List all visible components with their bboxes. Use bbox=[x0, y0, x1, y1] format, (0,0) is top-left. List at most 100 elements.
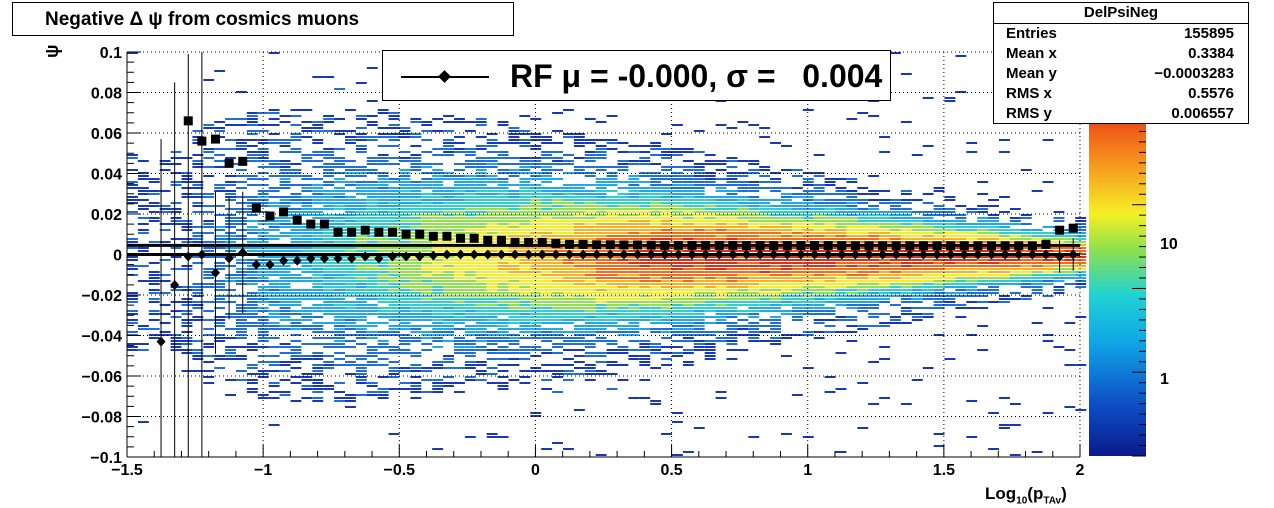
rms-point bbox=[578, 239, 588, 249]
stats-label: Mean y bbox=[1006, 65, 1057, 82]
rms-point bbox=[755, 241, 765, 251]
rms-point bbox=[292, 215, 302, 225]
stats-name: DelPsiNeg bbox=[994, 3, 1248, 24]
y-tick-label: 0.02 bbox=[91, 207, 122, 224]
x-axis-label: Log10(pTAv) bbox=[985, 484, 1067, 507]
y-axis-label: ψ bbox=[42, 44, 62, 58]
mean-point bbox=[959, 249, 969, 260]
rms-point bbox=[864, 241, 874, 251]
rms-point bbox=[701, 240, 711, 250]
mean-point bbox=[1055, 251, 1065, 262]
rms-point bbox=[796, 241, 806, 251]
mean-point bbox=[850, 249, 860, 260]
x-tick-label: −1.5 bbox=[111, 462, 143, 479]
rms-point bbox=[905, 241, 915, 251]
mean-point bbox=[551, 249, 561, 260]
mean-point bbox=[633, 249, 643, 260]
mean-point bbox=[728, 249, 738, 260]
rms-point bbox=[918, 241, 928, 251]
rms-point bbox=[782, 241, 792, 251]
x-tick-label: 1 bbox=[803, 462, 812, 479]
stats-label: RMS x bbox=[1006, 85, 1052, 102]
mean-point bbox=[619, 249, 629, 260]
mean-point bbox=[918, 249, 928, 260]
x-tick-label: 2 bbox=[1076, 462, 1085, 479]
rms-point bbox=[238, 156, 248, 166]
color-scale-label: 1 bbox=[1160, 371, 1169, 388]
mean-point bbox=[564, 249, 574, 260]
y-tick-label: −0.02 bbox=[82, 288, 123, 305]
mean-point bbox=[428, 250, 438, 261]
rms-point bbox=[619, 240, 629, 250]
rms-point bbox=[564, 239, 574, 249]
rms-point bbox=[1055, 225, 1065, 235]
mean-point bbox=[238, 247, 248, 258]
rms-point bbox=[1027, 241, 1037, 251]
legend-diamond-marker bbox=[438, 70, 451, 83]
stats-value: −0.0003283 bbox=[1154, 65, 1234, 82]
rms-point bbox=[360, 225, 370, 235]
rms-point bbox=[415, 229, 425, 239]
stats-value: 155895 bbox=[1183, 25, 1234, 42]
mean-point bbox=[1041, 249, 1051, 260]
plot-title: Negative Δ ψ from cosmics muons bbox=[12, 2, 514, 36]
mean-point bbox=[469, 249, 479, 260]
rms-point bbox=[837, 241, 847, 251]
stats-label: Entries bbox=[1006, 25, 1057, 42]
mean-point bbox=[292, 255, 302, 266]
stats-value: 0.3384 bbox=[1188, 45, 1234, 62]
mean-point bbox=[864, 249, 874, 260]
mean-point bbox=[687, 249, 697, 260]
rms-point bbox=[374, 227, 384, 237]
mean-point bbox=[183, 251, 193, 262]
stats-row-mean-x: Mean x 0.3384 bbox=[994, 44, 1248, 64]
rms-point bbox=[891, 241, 901, 251]
rms-point bbox=[183, 116, 193, 126]
rms-point bbox=[333, 227, 343, 237]
mean-point bbox=[251, 259, 261, 270]
mean-point bbox=[1068, 249, 1078, 260]
color-scale-label: 10 bbox=[1160, 236, 1178, 253]
legend-text: RF μ = -0.000, σ = 0.004 bbox=[510, 58, 883, 94]
mean-point bbox=[823, 249, 833, 260]
rms-point bbox=[728, 240, 738, 250]
x-tick-label: −0.5 bbox=[383, 462, 415, 479]
rms-point bbox=[959, 241, 969, 251]
stats-row-entries: Entries 155895 bbox=[994, 24, 1248, 44]
stats-value: 0.5576 bbox=[1188, 85, 1234, 102]
mean-point bbox=[333, 253, 343, 264]
x-tick-label: 0.5 bbox=[660, 462, 682, 479]
rms-point bbox=[823, 241, 833, 251]
heatmap-cells bbox=[127, 52, 1087, 456]
mean-point bbox=[946, 249, 956, 260]
mean-point bbox=[483, 249, 493, 260]
mean-point bbox=[456, 249, 466, 260]
y-tick-label: 0.04 bbox=[91, 167, 122, 184]
mean-point bbox=[837, 249, 847, 260]
profile-marks bbox=[127, 52, 1080, 457]
mean-point bbox=[891, 249, 901, 260]
rms-point bbox=[810, 241, 820, 251]
mean-point bbox=[660, 249, 670, 260]
mean-point bbox=[510, 249, 520, 260]
color-scale-bar bbox=[1089, 100, 1146, 456]
rms-point bbox=[1068, 223, 1078, 233]
rms-point bbox=[551, 238, 561, 248]
rms-point bbox=[496, 235, 506, 245]
mean-point bbox=[279, 255, 289, 266]
mean-point bbox=[932, 249, 942, 260]
y-tick-label: 0.1 bbox=[100, 45, 122, 62]
rms-point bbox=[946, 241, 956, 251]
stats-box: DelPsiNeg Entries 155895 Mean x 0.3384 Mea… bbox=[993, 2, 1249, 124]
rms-point bbox=[428, 231, 438, 241]
rms-point bbox=[932, 241, 942, 251]
rms-point bbox=[660, 240, 670, 250]
stats-label: RMS y bbox=[1006, 105, 1052, 122]
mean-point bbox=[905, 249, 915, 260]
stats-label: Mean x bbox=[1006, 45, 1057, 62]
mean-point bbox=[306, 253, 316, 264]
mean-point bbox=[646, 249, 656, 260]
rms-point bbox=[741, 241, 751, 251]
y-tick-label: −0.04 bbox=[82, 329, 123, 346]
mean-point bbox=[496, 249, 506, 260]
